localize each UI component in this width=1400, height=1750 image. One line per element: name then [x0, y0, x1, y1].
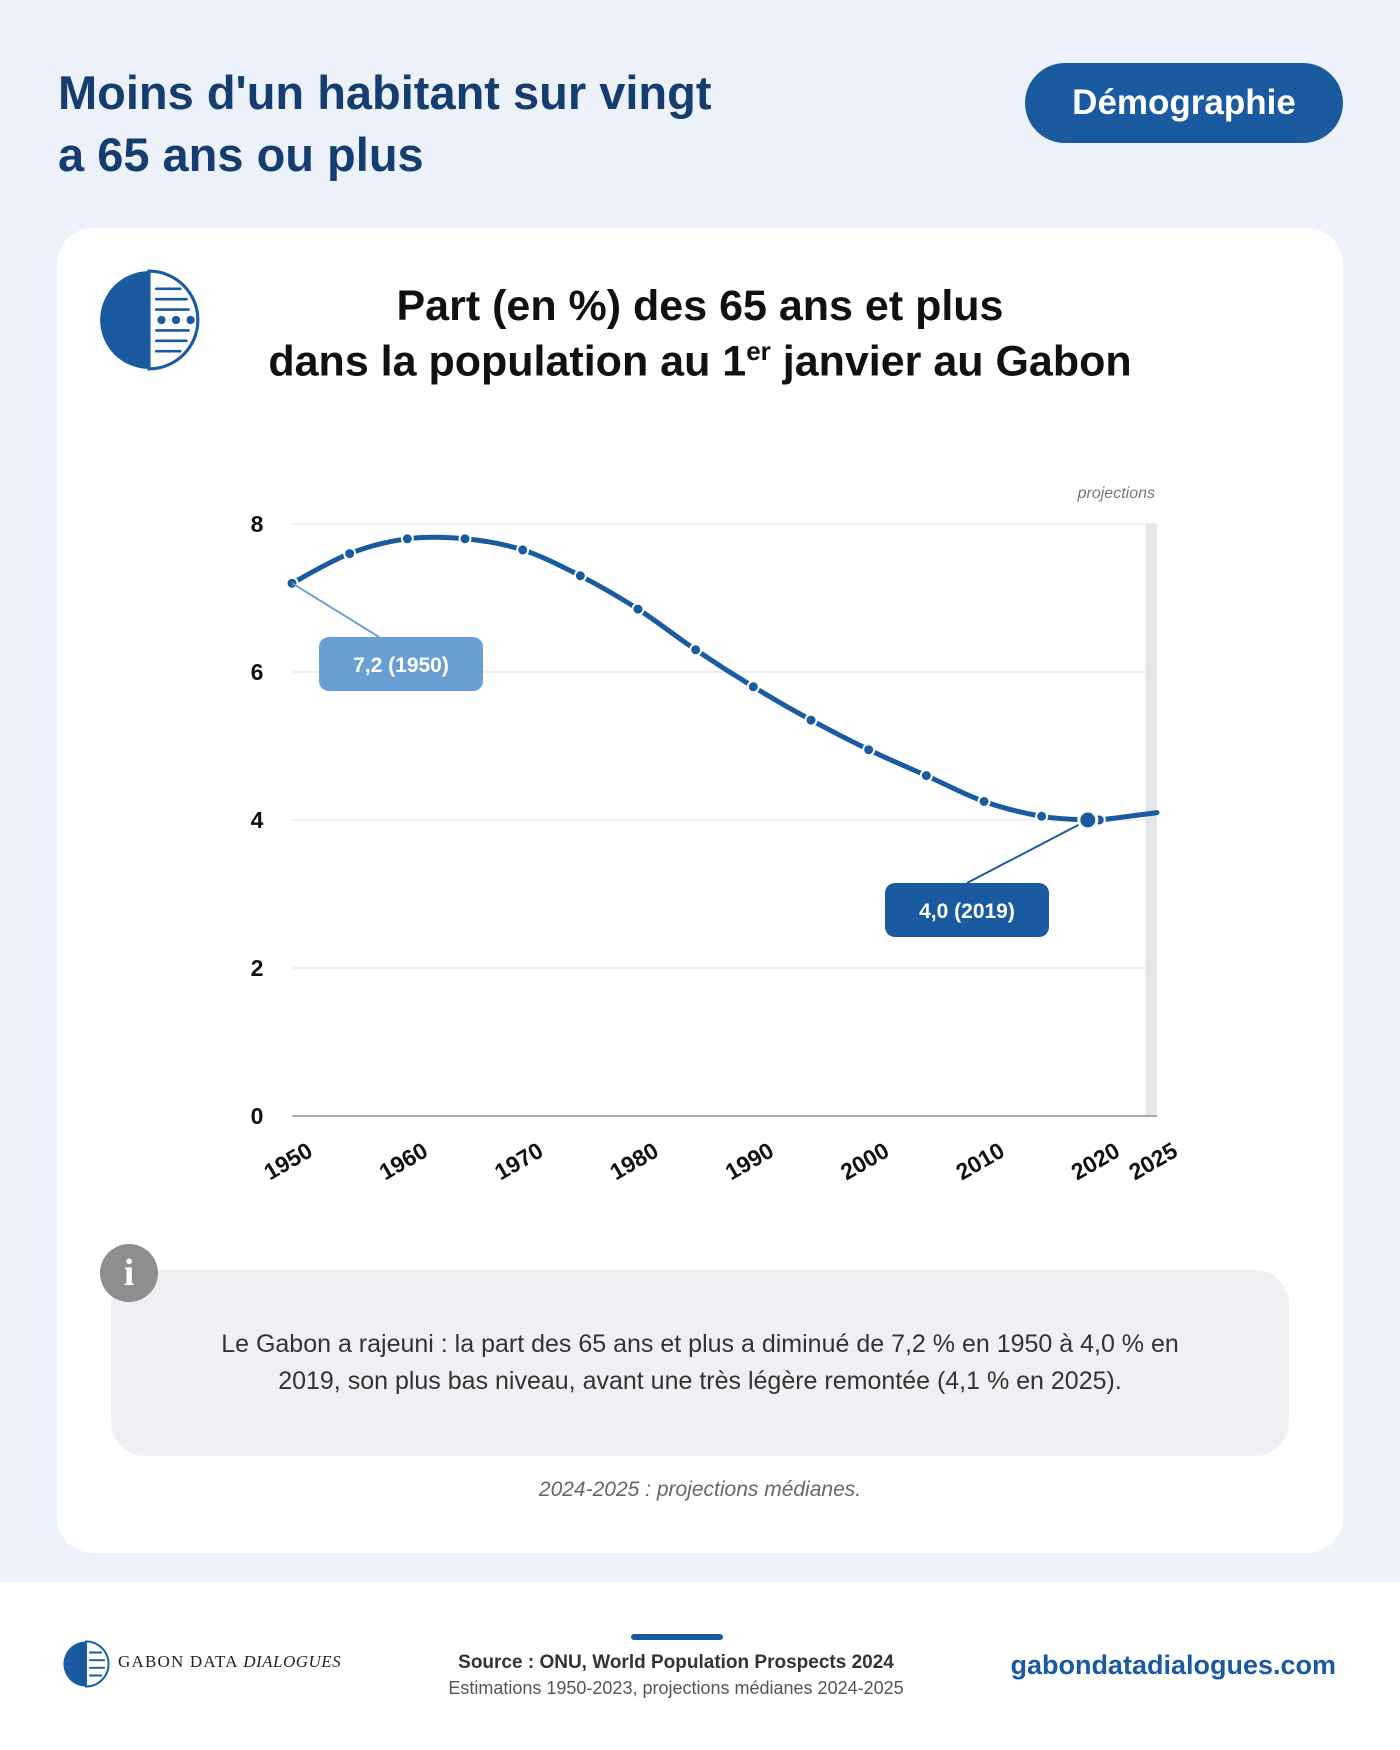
x-tick-label: 1960 — [375, 1137, 432, 1185]
chart-title-superscript: er — [746, 336, 771, 366]
data-point — [458, 532, 472, 546]
info-box: Le Gabon a rajeuni : la part des 65 ans … — [111, 1270, 1289, 1456]
x-tick-label: 2000 — [836, 1137, 893, 1185]
page-title-line2: a 65 ans ou plus — [58, 128, 424, 181]
data-point — [804, 713, 818, 727]
annotation-leader — [291, 582, 380, 638]
line-chart: projections 0 2 4 6 8 1950 1960 1970 1980 1990 2000… — [251, 485, 1182, 1185]
data-point — [516, 543, 530, 557]
chart-card: Part (en %) des 65 ans et plus dans la p… — [57, 228, 1343, 1553]
info-text: Le Gabon a rajeuni : la part des 65 ans … — [221, 1330, 1179, 1395]
data-point — [400, 532, 414, 546]
footer-logo-icon — [63, 1640, 110, 1688]
chart-title-line1: Part (en %) des 65 ans et plus — [396, 282, 1004, 330]
data-point — [631, 602, 645, 616]
data-point — [746, 680, 760, 694]
data-point — [977, 795, 991, 808]
projection-label: projections — [1077, 485, 1155, 502]
annotation-box — [319, 637, 483, 691]
annotation-box — [885, 883, 1049, 937]
x-tick-label: 2025 — [1124, 1137, 1181, 1185]
page-title: Moins d'un habitant sur vingt a 65 ans o… — [58, 62, 858, 186]
logo-icon — [100, 269, 200, 371]
footer-divider — [631, 1634, 723, 1640]
brand-name-plain: GABON DATA — [118, 1652, 244, 1671]
annotation-leader — [966, 819, 1089, 884]
data-point — [1035, 809, 1049, 823]
data-point — [689, 643, 703, 657]
data-point — [343, 547, 357, 561]
x-tick-label: 2020 — [1067, 1137, 1124, 1185]
brand-name: GABON DATA DIALOGUES — [118, 1652, 341, 1672]
brand-name-italic: DIALOGUES — [243, 1652, 342, 1671]
y-tick-label: 4 — [251, 807, 264, 833]
chart-title-line2: dans la population au 1er janvier au Gab… — [57, 336, 1343, 386]
topic-badge: Démographie — [1025, 63, 1343, 143]
chart-title-line2-end: janvier au Gabon — [770, 337, 1132, 386]
annotation-label: 7,2 (1950) — [353, 654, 449, 677]
y-tick-label: 8 — [251, 511, 264, 537]
data-point — [862, 743, 876, 757]
source-sub: Estimations 1950-2023, projections média… — [448, 1678, 904, 1698]
page-title-line1: Moins d'un habitant sur vingt — [58, 66, 712, 119]
data-point — [919, 769, 933, 783]
x-tick-label: 1990 — [721, 1137, 778, 1185]
info-icon: i — [100, 1244, 158, 1302]
website-link[interactable]: gabondatadialogues.com — [1010, 1650, 1336, 1680]
y-tick-label: 6 — [251, 659, 264, 685]
source-main: Source : ONU, World Population Prospects… — [458, 1652, 894, 1673]
y-tick-label: 2 — [251, 955, 264, 981]
data-point — [573, 569, 587, 583]
y-tick-label: 0 — [251, 1103, 264, 1129]
projection-note: 2024-2025 : projections médianes. — [538, 1478, 862, 1501]
x-tick-label: 1950 — [259, 1137, 316, 1185]
x-tick-label: 1980 — [605, 1137, 662, 1185]
footer: GABON DATA DIALOGUES Source : ONU, World… — [0, 1582, 1400, 1750]
x-tick-label: 2010 — [951, 1137, 1008, 1185]
highlight-point — [1077, 809, 1099, 831]
annotation-label: 4,0 (2019) — [919, 900, 1015, 923]
chart-title-line2-text: dans la population au 1 — [268, 337, 747, 386]
x-tick-label: 1970 — [490, 1137, 547, 1185]
